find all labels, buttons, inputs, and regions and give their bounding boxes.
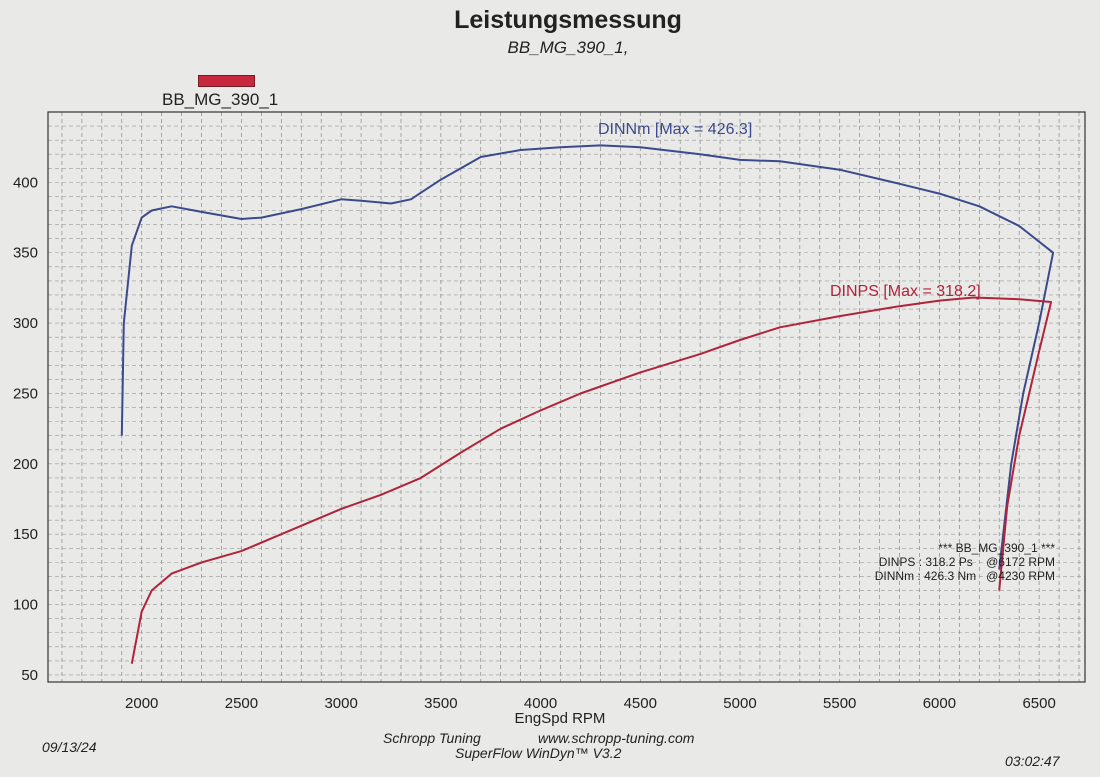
y-tick-label: 100 — [13, 597, 38, 614]
y-tick-label: 250 — [13, 385, 38, 402]
x-tick-label: 6000 — [923, 695, 956, 712]
y-tick-label: 350 — [13, 245, 38, 262]
y-tick-label: 200 — [13, 456, 38, 473]
x-tick-label: 2500 — [225, 695, 258, 712]
x-tick-label: 5000 — [723, 695, 756, 712]
x-tick-label: 3500 — [424, 695, 457, 712]
y-tick-label: 300 — [13, 315, 38, 332]
x-tick-label: 4500 — [624, 695, 657, 712]
x-tick-label: 4000 — [524, 695, 557, 712]
legend-swatch — [198, 75, 255, 87]
summary-line-ps: DINPS : 318.2 Ps @6172 RPM — [879, 555, 1055, 569]
x-tick-label: 5500 — [823, 695, 856, 712]
footer-software: SuperFlow WinDyn™ V3.2 — [455, 745, 622, 761]
plot-frame — [47, 111, 1086, 683]
x-axis-label: EngSpd RPM — [515, 710, 606, 727]
footer-time: 03:02:47 — [1005, 753, 1061, 769]
axis-ticks: 2000 2500 3000 3500 4000 4500 5000 5500 6000 6500… — [13, 174, 1056, 712]
series-lines — [120, 144, 1055, 664]
y-tick-label: 400 — [13, 174, 38, 191]
x-tick-label: 6500 — [1022, 695, 1055, 712]
series-dinnm-line — [120, 144, 1055, 570]
grid — [48, 112, 1085, 682]
subtitle: BB_MG_390_1, — [507, 38, 629, 57]
footer-company: Schropp Tuning — [383, 730, 481, 746]
series-dinps-line — [130, 296, 1053, 664]
y-tick-label: 150 — [13, 526, 38, 543]
y-tick-label: 50 — [21, 667, 38, 684]
dinnm-annotation: DINNm [Max = 426.3] — [598, 121, 752, 138]
x-tick-label: 2000 — [125, 695, 158, 712]
x-tick-label: 3000 — [324, 695, 357, 712]
dinps-annotation: DINPS [Max = 318.2] — [830, 283, 981, 300]
summary-header: *** BB_MG_390_1 *** — [938, 541, 1055, 555]
summary-line-nm: DINNm : 426.3 Nm @4230 RPM — [875, 569, 1055, 583]
page-title: Leistungsmessung — [454, 6, 682, 34]
footer-date: 09/13/24 — [42, 739, 97, 755]
footer-url: www.schropp-tuning.com — [538, 730, 695, 746]
legend-label: BB_MG_390_1 — [162, 90, 279, 109]
